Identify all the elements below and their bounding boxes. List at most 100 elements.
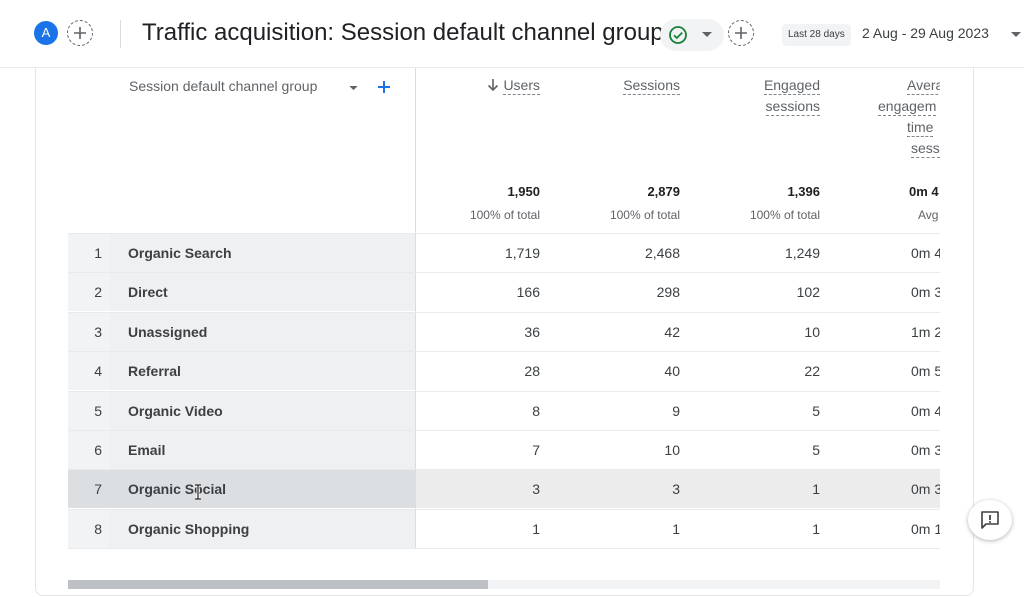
column-label: Engaged <box>763 77 820 95</box>
sessions-value: 298 <box>656 284 680 301</box>
users-value: 36 <box>524 323 540 340</box>
channel-name[interactable]: Unassigned <box>128 323 208 340</box>
add-comparison-button[interactable] <box>67 20 93 46</box>
channel-name[interactable]: Organic Search <box>128 245 232 261</box>
row-index: 8 <box>94 520 102 537</box>
chevron-down-icon[interactable] <box>1011 32 1021 38</box>
pct-of-total: 100% of total <box>749 208 820 222</box>
horizontal-scrollbar-track[interactable] <box>68 580 940 589</box>
row-name-cell <box>110 234 415 272</box>
date-range-selector[interactable]: 2 Aug - 29 Aug 2023 <box>862 25 989 41</box>
table-row[interactable]: 6 Email 7 10 5 0m 3 <box>68 430 940 469</box>
plus-icon <box>735 27 747 39</box>
row-index: 1 <box>94 245 102 261</box>
row-index: 7 <box>94 481 102 498</box>
row-values-cell <box>416 391 940 430</box>
channel-name[interactable]: Direct <box>128 284 168 301</box>
row-values-cell <box>416 312 940 351</box>
engaged-sessions-value: 102 <box>796 284 820 301</box>
column-label: sessions <box>765 98 820 116</box>
table-row[interactable]: 2 Direct 166 298 102 0m 3 <box>68 272 940 312</box>
row-index-cell <box>68 470 110 509</box>
table-bottom-border <box>68 548 940 549</box>
engaged-sessions-value: 1,249 <box>784 245 820 261</box>
row-index: 5 <box>94 402 102 419</box>
users-value: 28 <box>524 363 540 380</box>
row-index-cell <box>68 273 110 312</box>
avg-label: Avg <box>918 208 939 222</box>
row-name-cell <box>110 312 415 351</box>
row-name-cell <box>110 352 415 391</box>
channel-name[interactable]: Organic Video <box>128 402 223 419</box>
avg-engagement-value: 0m 5 <box>911 363 940 380</box>
sessions-value: 3 <box>672 481 680 498</box>
add-dimension-icon[interactable] <box>377 80 391 94</box>
column-header-engaged-sessions[interactable]: Engaged sessions <box>720 75 820 117</box>
column-label: time <box>907 119 934 137</box>
row-index-cell <box>68 431 110 469</box>
avg-engagement-value: 0m 4 <box>911 402 940 419</box>
engaged-sessions-value: 5 <box>812 402 820 419</box>
table-row[interactable]: 1 Organic Search 1,719 2,468 1,249 0m 4 <box>68 233 940 272</box>
avg-engagement-value: 1m 2 <box>911 323 940 340</box>
sessions-value: 9 <box>672 402 680 419</box>
page-title: Traffic acquisition: Session default cha… <box>142 19 664 46</box>
row-index-cell <box>68 352 110 391</box>
table-row[interactable]: 8 Organic Shopping 1 1 1 0m 1 <box>68 508 940 548</box>
horizontal-scrollbar-thumb[interactable] <box>68 580 488 589</box>
channel-name[interactable]: Email <box>128 442 166 458</box>
header-divider <box>120 20 121 48</box>
avg-engagement-value: 0m 3 <box>911 284 940 301</box>
row-name-cell <box>110 391 415 430</box>
row-index-cell <box>68 391 110 430</box>
total-sessions: 2,879 <box>647 184 680 199</box>
chevron-down-icon[interactable] <box>349 86 358 91</box>
row-values-cell <box>416 509 940 548</box>
report-header: A Traffic acquisition: Session default c… <box>0 0 1024 68</box>
row-name-cell <box>110 273 415 312</box>
row-name-cell <box>110 431 415 469</box>
users-value: 8 <box>532 402 540 419</box>
users-value: 1,719 <box>504 245 540 261</box>
users-value: 166 <box>516 284 540 301</box>
column-label: Avera <box>907 77 940 95</box>
feedback-icon <box>981 511 999 529</box>
sessions-value: 40 <box>664 363 680 380</box>
channel-name[interactable]: Organic Shopping <box>128 520 250 537</box>
engaged-sessions-value: 1 <box>812 520 820 537</box>
total-engaged-sessions: 1,396 <box>787 184 820 199</box>
row-index-cell <box>68 234 110 272</box>
check-circle-icon <box>669 26 687 44</box>
row-values-cell <box>416 234 940 272</box>
dimension-selector[interactable]: Session default channel group <box>129 78 318 94</box>
row-index: 3 <box>94 323 102 340</box>
report-status-dropdown[interactable] <box>660 19 724 51</box>
engaged-sessions-value: 5 <box>812 442 820 458</box>
column-header-sessions[interactable]: Sessions <box>580 75 680 96</box>
row-values-cell <box>416 431 940 469</box>
engaged-sessions-value: 1 <box>812 481 820 498</box>
pct-of-total: 100% of total <box>609 208 680 222</box>
avg-engagement-value: 0m 3 <box>911 442 940 458</box>
row-name-cell <box>110 509 415 548</box>
feedback-button[interactable] <box>968 500 1012 540</box>
column-header-avg-engagement-time[interactable]: Avera engagem time sess <box>870 75 940 159</box>
account-avatar[interactable]: A <box>34 21 58 45</box>
users-value: 3 <box>532 481 540 498</box>
channel-name[interactable]: Organic Social <box>128 481 227 498</box>
total-users: 1,950 <box>507 184 540 199</box>
column-label: Sessions <box>623 77 680 95</box>
table-row[interactable]: 7 Organic Social 3 3 1 0m 3 <box>68 469 940 509</box>
users-value: 1 <box>532 520 540 537</box>
avg-engagement-value: 0m 4 <box>911 245 940 261</box>
channel-name[interactable]: Referral <box>128 363 181 380</box>
table-row[interactable]: 4 Referral 28 40 22 0m 5 <box>68 351 940 391</box>
row-index: 4 <box>94 363 102 380</box>
column-separator <box>415 68 416 548</box>
column-header-users[interactable]: Users <box>440 75 540 96</box>
table-row[interactable]: 3 Unassigned 36 42 10 1m 2 <box>68 311 940 351</box>
add-report-button[interactable] <box>728 20 754 46</box>
table-row[interactable]: 5 Organic Video 8 9 5 0m 4 <box>68 390 940 430</box>
sessions-value: 1 <box>672 520 680 537</box>
